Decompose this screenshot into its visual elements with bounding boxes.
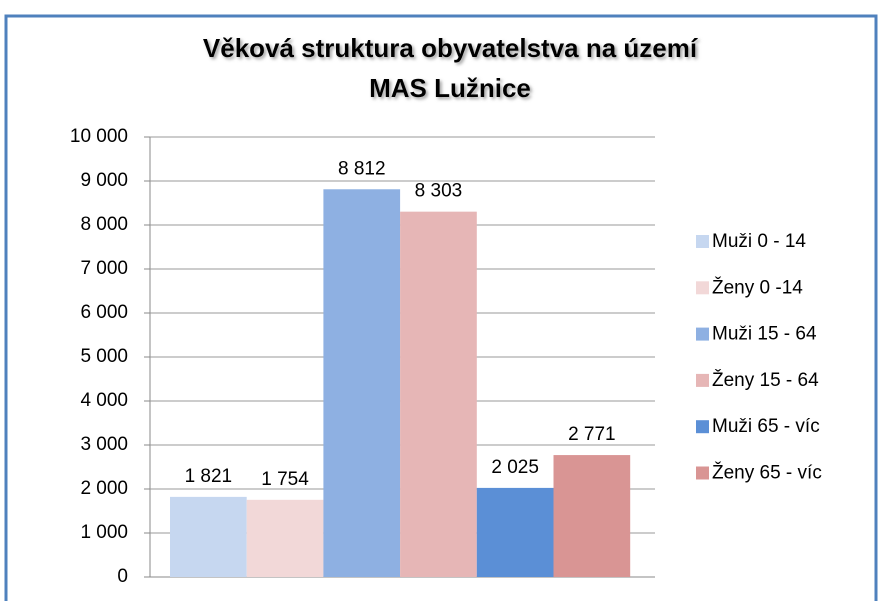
y-tick-label: 4 000: [80, 390, 128, 411]
chart-title: Věková struktura obyvatelstva na území MA…: [203, 33, 698, 103]
bar: [246, 499, 324, 577]
legend-swatch: [696, 466, 709, 480]
y-tick-label: 9 000: [80, 170, 128, 191]
data-label: 8 303: [415, 181, 463, 202]
legend-label: Ženy 65 - víc: [712, 462, 822, 484]
bar: [553, 455, 631, 577]
y-tick-label: 7 000: [80, 258, 128, 279]
data-label: 8 812: [338, 158, 386, 179]
bar: [323, 189, 401, 577]
y-tick-label: 10 000: [70, 126, 128, 147]
y-tick-label: 6 000: [80, 302, 128, 323]
legend-swatch: [696, 327, 709, 341]
data-label: 2 025: [491, 457, 539, 478]
data-label: 1 754: [261, 469, 309, 490]
y-tick-label: 8 000: [80, 214, 128, 235]
chart-title-line: Věková struktura obyvatelstva na území: [203, 33, 698, 63]
chart-title-line: MAS Lužnice: [369, 73, 531, 103]
y-tick-label: 0: [117, 566, 128, 587]
legend-label: Ženy 15 - 64: [712, 369, 819, 391]
y-tick-label: 1 000: [80, 522, 128, 543]
bar: [476, 487, 554, 577]
bar: [400, 211, 477, 577]
legend-label: Muži 0 - 14: [712, 231, 806, 252]
legend-label: Muži 65 - víc: [712, 416, 820, 437]
legend-label: Muži 15 - 64: [712, 324, 817, 345]
data-label: 2 771: [568, 424, 616, 445]
bar: [170, 496, 247, 577]
y-tick-label: 3 000: [80, 434, 128, 455]
legend-swatch: [696, 235, 709, 248]
y-tick-label: 2 000: [80, 478, 128, 499]
y-tick-label: 5 000: [80, 346, 128, 367]
legend-label: Ženy 0 -14: [712, 276, 803, 298]
legend-swatch: [696, 420, 709, 434]
legend-swatch: [696, 373, 709, 387]
legend-swatch: [696, 281, 709, 295]
data-label: 1 821: [185, 466, 233, 487]
